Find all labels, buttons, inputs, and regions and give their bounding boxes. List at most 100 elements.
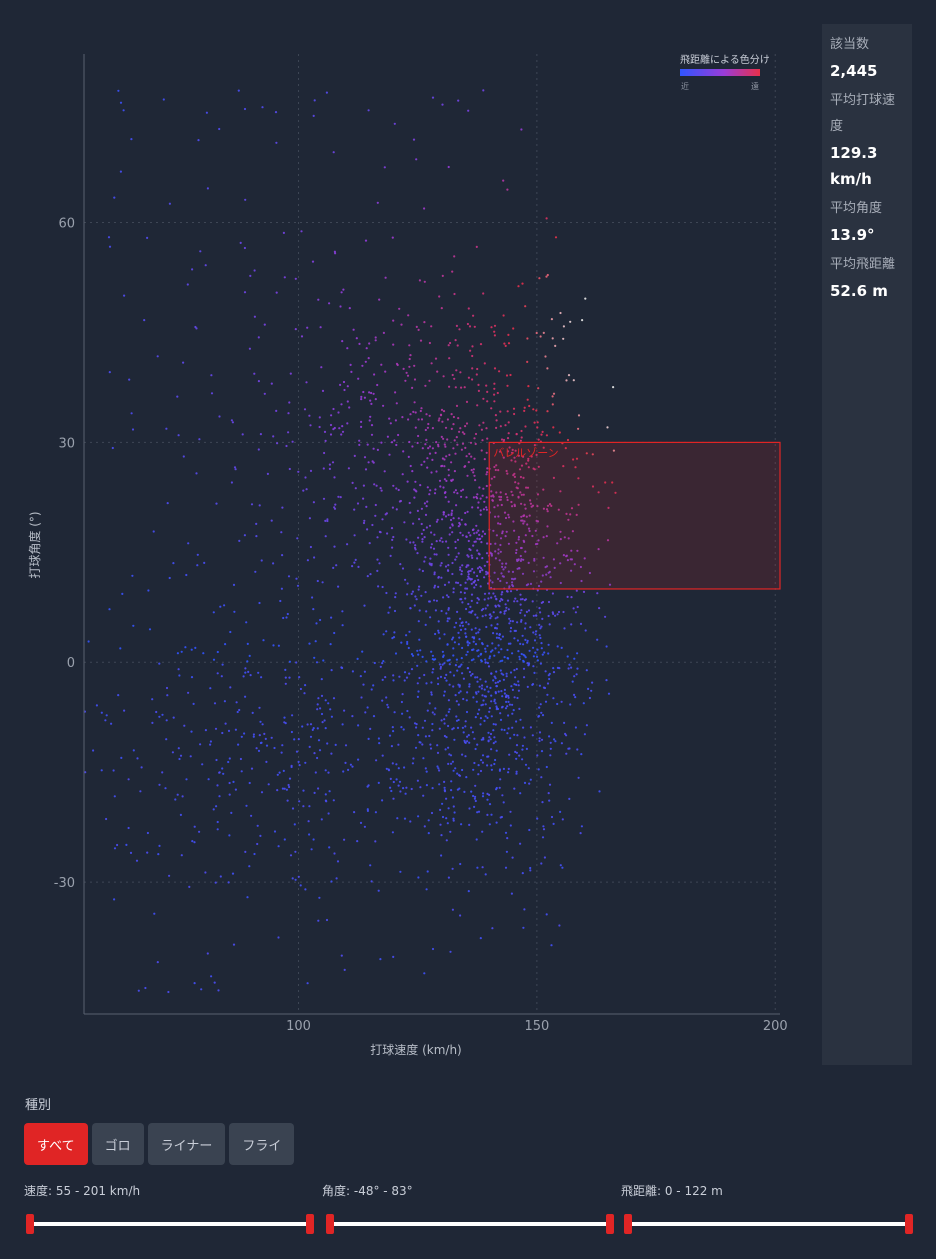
data-point	[455, 324, 458, 327]
data-point	[484, 614, 487, 617]
data-point	[385, 696, 388, 699]
filter-fly-button[interactable]: フライ	[229, 1123, 295, 1165]
data-point	[557, 508, 560, 511]
data-point	[180, 854, 183, 857]
data-point	[260, 676, 263, 679]
data-point	[457, 643, 460, 646]
data-point	[556, 542, 559, 545]
data-point	[451, 867, 454, 870]
data-point	[410, 592, 413, 596]
data-point	[494, 740, 497, 743]
data-point	[491, 649, 494, 652]
data-point	[447, 344, 450, 347]
data-point	[342, 380, 346, 384]
data-point	[468, 611, 471, 614]
data-point	[464, 632, 467, 635]
data-point	[579, 622, 583, 626]
data-point	[478, 424, 481, 427]
data-point	[431, 722, 434, 726]
data-point	[197, 139, 200, 142]
filter-grounder-button[interactable]: ゴロ	[91, 1123, 144, 1165]
data-point	[308, 805, 311, 808]
angle-slider-track[interactable]	[326, 1222, 608, 1226]
data-point	[579, 832, 582, 835]
data-point	[249, 674, 252, 677]
data-point	[431, 458, 434, 461]
distance-min-handle[interactable]	[624, 1214, 632, 1234]
data-point	[231, 872, 235, 875]
data-point	[483, 500, 486, 503]
data-point	[421, 540, 424, 543]
data-point	[612, 449, 616, 452]
data-point	[528, 404, 531, 408]
data-point	[520, 620, 523, 623]
data-point	[493, 465, 496, 469]
data-point	[401, 416, 404, 419]
data-point	[502, 673, 505, 676]
data-point	[494, 604, 497, 607]
axes	[83, 54, 780, 1015]
data-point	[486, 764, 489, 767]
distance-max-handle[interactable]	[905, 1214, 913, 1234]
data-point	[546, 525, 549, 528]
data-point	[485, 484, 488, 488]
data-point	[497, 515, 500, 518]
data-point	[381, 799, 384, 802]
data-point	[308, 833, 311, 836]
data-point	[372, 447, 375, 450]
data-point	[541, 574, 544, 577]
data-point	[465, 587, 469, 590]
data-point	[528, 649, 531, 652]
data-point	[509, 590, 513, 593]
data-point	[408, 672, 411, 675]
data-point	[105, 817, 108, 821]
data-point	[224, 722, 227, 725]
data-point	[499, 718, 503, 722]
data-point	[232, 943, 236, 946]
data-point	[441, 103, 444, 106]
data-point	[540, 433, 543, 436]
data-point	[501, 705, 504, 708]
data-point	[364, 239, 368, 242]
data-point	[533, 444, 537, 447]
data-point	[121, 592, 124, 596]
speed-max-handle[interactable]	[306, 1214, 314, 1234]
data-point	[446, 643, 449, 646]
data-point	[475, 838, 478, 841]
data-point	[480, 609, 483, 612]
data-point	[440, 307, 443, 310]
data-point	[262, 639, 265, 642]
data-point	[238, 708, 241, 712]
data-point	[591, 453, 594, 456]
data-point	[362, 390, 365, 394]
data-point	[216, 784, 219, 787]
speed-slider-track[interactable]	[28, 1222, 310, 1226]
data-point	[437, 419, 440, 422]
data-point	[526, 685, 529, 689]
data-point	[374, 514, 377, 517]
speed-min-handle[interactable]	[26, 1214, 34, 1234]
data-point	[452, 587, 455, 590]
data-point	[410, 653, 414, 656]
angle-max-handle[interactable]	[606, 1214, 614, 1234]
data-point	[536, 817, 539, 820]
filter-liner-button[interactable]: ライナー	[147, 1123, 226, 1165]
data-point	[432, 547, 436, 550]
data-point	[551, 337, 554, 340]
data-point	[535, 519, 538, 523]
data-point	[486, 437, 489, 440]
distance-slider-track[interactable]	[625, 1222, 907, 1226]
data-point	[449, 830, 452, 833]
data-point	[486, 792, 489, 796]
data-point	[246, 896, 249, 899]
data-point	[507, 727, 510, 730]
filter-all-button[interactable]: すべて	[24, 1123, 88, 1165]
data-point	[344, 761, 347, 765]
data-point	[324, 793, 327, 796]
data-point	[563, 721, 566, 725]
data-point	[515, 770, 518, 773]
data-point	[196, 553, 199, 556]
data-point	[228, 757, 231, 760]
angle-min-handle[interactable]	[326, 1214, 334, 1234]
data-point	[366, 443, 369, 446]
